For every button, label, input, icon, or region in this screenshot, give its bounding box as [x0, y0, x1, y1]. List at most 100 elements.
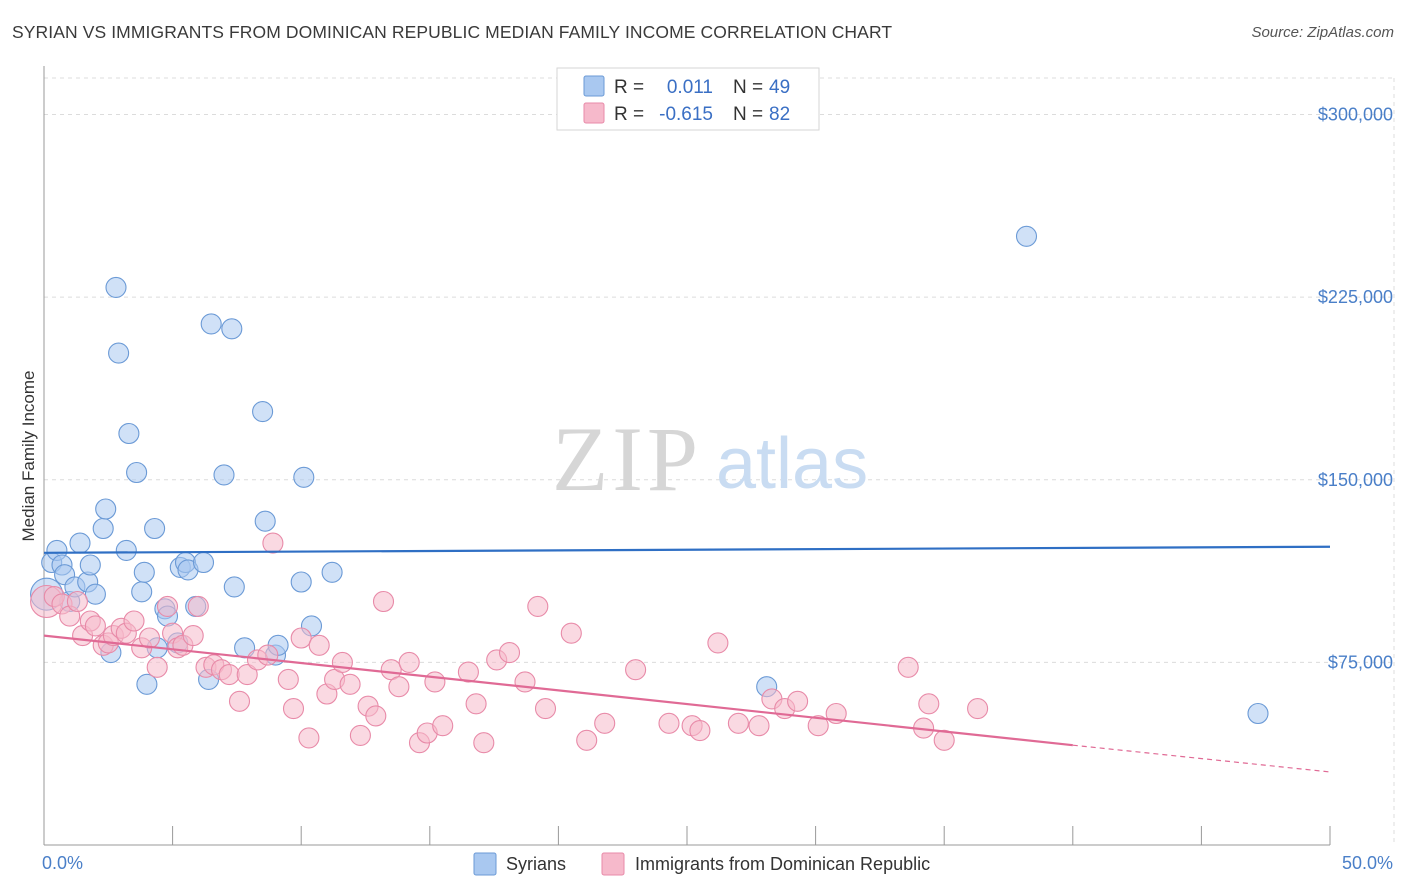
dominican-trend-line-extension	[1072, 744, 1331, 773]
legend-n-label-0: N =	[733, 77, 763, 98]
syrian-point-18	[126, 461, 148, 484]
dominican-point-40	[339, 673, 361, 695]
axis-layer: $75,000 $150,000 $225,000 $300,000	[43, 66, 1393, 846]
stats-legend: R = 0.011 N = 49 R = -0.615 N = 82	[556, 67, 820, 131]
syrian-point-14	[105, 276, 127, 298]
syrian-point-43	[290, 571, 312, 593]
dominican-point-67	[707, 632, 729, 654]
dominican-point-79	[967, 698, 989, 720]
syrian-point-45	[321, 561, 343, 583]
syrian-point-39	[254, 510, 276, 532]
dominican-point-16	[146, 656, 168, 678]
dominican-point-21	[182, 625, 204, 647]
dominican-point-27	[228, 690, 251, 712]
syrian-point-10	[84, 583, 106, 605]
syrians-trend-line	[43, 545, 1331, 554]
series-legend-label-syrians: Syrians	[506, 854, 566, 874]
syrian-point-15	[108, 342, 130, 364]
trend-layer	[43, 545, 1331, 773]
watermark: ZIP atlas	[552, 408, 868, 510]
syrian-point-34	[213, 464, 235, 486]
dominican-point-46	[388, 676, 410, 698]
dominican-point-34	[290, 627, 312, 649]
legend-r-value-0: 0.011	[667, 77, 713, 98]
dominican-point-53	[465, 693, 487, 715]
dominican-point-62	[594, 712, 616, 734]
y-tick-label-225000: $225,000	[1318, 287, 1393, 307]
points-layer	[30, 225, 1269, 754]
syrian-point-31	[192, 551, 215, 574]
dominican-point-66	[689, 720, 711, 742]
dominican-point-63	[625, 659, 647, 681]
x-tick-label-min: 0.0%	[42, 853, 83, 873]
y-axis-label: Median Family Income	[19, 370, 38, 541]
watermark-zip: ZIP	[552, 408, 702, 510]
dominican-point-30	[257, 644, 279, 666]
dominican-point-31	[262, 532, 284, 554]
legend-r-value-1: -0.615	[659, 104, 713, 125]
x-tick-label-max: 50.0%	[1342, 853, 1393, 873]
syrian-point-47	[1015, 225, 1038, 247]
dominican-point-69	[748, 715, 770, 737]
dominican-point-7	[84, 615, 106, 637]
y-tick-label-75000: $75,000	[1328, 652, 1393, 672]
legend-n-value-1: 82	[769, 104, 790, 125]
legend-swatch-syrians	[583, 75, 605, 97]
dominican-point-72	[787, 690, 809, 712]
dominican-point-32	[277, 668, 299, 690]
chart-title: SYRIAN VS IMMIGRANTS FROM DOMINICAN REPU…	[12, 22, 893, 42]
dominican-point-39	[331, 651, 353, 673]
dominican-point-59	[534, 698, 557, 720]
dominican-point-60	[560, 622, 582, 644]
y-tick-label-300000: $300,000	[1318, 105, 1393, 125]
syrian-point-48	[1247, 702, 1269, 725]
syrian-point-7	[69, 532, 91, 554]
dominican-point-22	[187, 595, 209, 617]
syrian-point-36	[223, 576, 245, 598]
watermark-atlas: atlas	[716, 424, 868, 504]
dominican-point-68	[727, 712, 749, 734]
syrian-point-16	[115, 539, 137, 561]
dominican-point-4	[66, 590, 88, 613]
syrian-point-21	[136, 673, 158, 695]
syrian-point-33	[200, 313, 222, 335]
dominican-point-43	[365, 705, 387, 727]
legend-n-label-1: N =	[733, 104, 763, 125]
dominican-point-15	[138, 627, 161, 649]
legend-n-value-0: 49	[769, 77, 790, 98]
syrian-point-38	[252, 401, 274, 423]
dominican-point-75	[897, 656, 919, 678]
dominican-trend-line	[43, 634, 1073, 747]
syrian-point-11	[92, 517, 114, 540]
dominican-point-73	[807, 715, 829, 737]
dominican-point-57	[514, 671, 536, 693]
syrian-point-9	[79, 554, 101, 576]
legend-r-label-0: R =	[614, 77, 644, 98]
syrian-point-19	[131, 581, 153, 603]
dominican-point-44	[372, 590, 395, 613]
dominican-point-56	[498, 642, 521, 664]
dominican-point-41	[349, 724, 371, 746]
dominican-point-26	[218, 664, 240, 686]
dominican-point-54	[473, 732, 495, 754]
dominican-point-17	[156, 595, 179, 617]
dominican-point-36	[308, 634, 330, 656]
dominican-point-78	[933, 729, 955, 751]
dominican-point-33	[282, 698, 305, 720]
dominican-point-64	[658, 712, 680, 734]
y-tick-label-150000: $150,000	[1318, 470, 1393, 490]
dominican-point-61	[576, 729, 598, 751]
dominican-point-35	[298, 727, 320, 749]
syrian-point-17	[118, 422, 140, 445]
dominican-point-13	[123, 610, 145, 632]
syrian-point-35	[221, 318, 243, 340]
legend-r-label-1: R =	[614, 104, 644, 125]
dominican-point-50	[424, 671, 446, 693]
source-label: Source: ZipAtlas.com	[1251, 24, 1394, 41]
dominican-point-51	[432, 715, 454, 737]
series-legend-swatch-syrians	[473, 852, 497, 876]
syrian-point-22	[144, 517, 166, 540]
syrian-point-12	[95, 498, 117, 520]
dominican-point-58	[527, 595, 549, 617]
